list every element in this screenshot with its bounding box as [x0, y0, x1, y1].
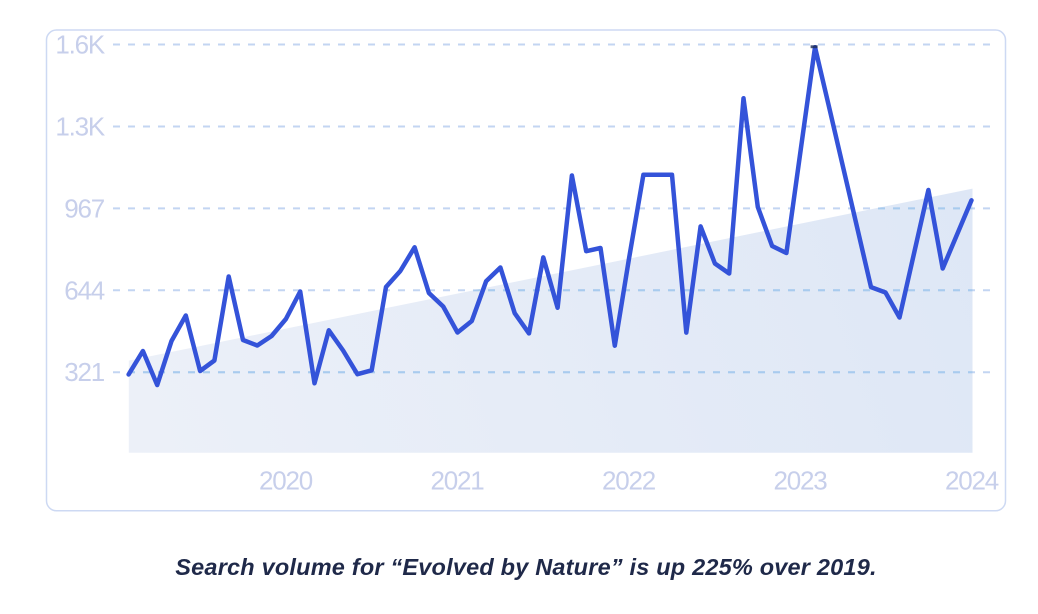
svg-text:2022: 2022 [602, 466, 656, 496]
svg-text:2021: 2021 [430, 466, 484, 496]
svg-text:1.6K: 1.6K [55, 30, 106, 60]
svg-text:1.3K: 1.3K [55, 112, 106, 142]
svg-text:2020: 2020 [259, 466, 313, 496]
svg-text:2023: 2023 [773, 466, 827, 496]
svg-text:644: 644 [64, 275, 105, 305]
svg-text:967: 967 [64, 193, 105, 223]
svg-text:2024: 2024 [945, 466, 999, 496]
svg-text:321: 321 [64, 357, 105, 387]
